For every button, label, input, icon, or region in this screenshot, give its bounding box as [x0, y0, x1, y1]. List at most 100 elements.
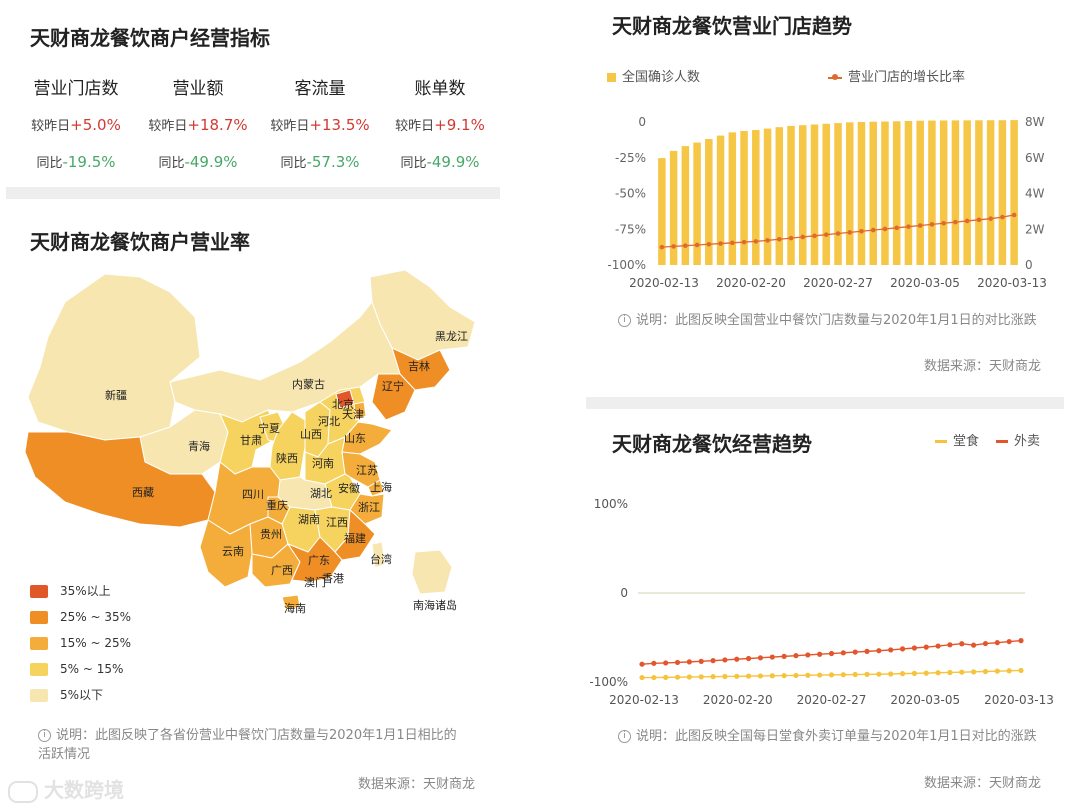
province-label: 宁夏: [258, 421, 280, 435]
metric-dod: 较昨日+9.1%: [395, 116, 485, 134]
legend-item: 15% ~ 25%: [30, 635, 131, 661]
point-takeaway: [911, 645, 918, 651]
bar-confirmed: [892, 121, 901, 265]
point-takeaway: [781, 653, 787, 659]
province-label: 辽宁: [382, 379, 404, 393]
province-label: 湖北: [310, 487, 332, 500]
province-label: 新疆: [105, 388, 127, 402]
point-dine-in: [947, 669, 953, 676]
bar-confirmed: [763, 128, 772, 265]
legend-swatch: [30, 585, 48, 598]
province-label: 重庆: [266, 498, 288, 512]
bar-confirmed: [787, 125, 795, 266]
x-tick-label: 2020-02-13: [609, 693, 679, 707]
point-takeaway: [686, 659, 692, 665]
x-tick-label: 2020-03-05: [890, 276, 960, 290]
y-tick-label: 0: [620, 586, 628, 600]
point-dine-in: [757, 673, 764, 679]
province-label: 湖南: [298, 513, 320, 526]
point-takeaway: [935, 643, 941, 649]
bar-confirmed: [986, 120, 995, 265]
region-nanhai: [411, 549, 453, 595]
point-takeaway: [663, 660, 669, 666]
point-store-growth: [1011, 212, 1017, 218]
point-dine-in: [639, 674, 645, 681]
business-trend-note: i 说明：此图反映全国每日堂食外卖订单量与2020年1月1日对比的涨跌: [618, 727, 1038, 746]
legend-line-dot-icon: [828, 73, 842, 80]
bar-confirmed: [881, 121, 889, 265]
point-dine-in: [899, 671, 906, 677]
point-store-growth: [823, 232, 829, 237]
point-dine-in: [1006, 668, 1012, 674]
point-store-growth: [659, 244, 665, 250]
legend-item: 5% ~ 15%: [30, 661, 131, 687]
bar-confirmed: [1010, 120, 1018, 265]
province-label: 澳门: [304, 575, 326, 589]
province-label: 安徽: [338, 481, 360, 495]
point-store-growth: [882, 226, 888, 232]
y-right-tick-label: 8W: [1025, 115, 1045, 129]
point-dine-in: [840, 672, 846, 678]
province-label: 河南: [312, 457, 334, 470]
stores-trend-chart: 0 -25% -50% -75% -100% 8W 6W 4W 2W 0 2020-02-13 202…: [607, 115, 1047, 290]
x-tick-label: 2020-02-20: [716, 276, 786, 290]
province-label: 河北: [318, 415, 340, 428]
point-dine-in: [663, 674, 669, 680]
bar-confirmed: [951, 120, 960, 265]
province-label: 山东: [344, 432, 366, 445]
point-store-growth: [753, 239, 759, 244]
x-tick-label: 2020-02-27: [803, 276, 873, 290]
point-dine-in: [1018, 667, 1024, 674]
bar-confirmed: [963, 120, 971, 265]
province-label: 上海: [370, 480, 392, 494]
y-right-tick-label: 6W: [1025, 151, 1045, 165]
point-dine-in: [923, 670, 929, 676]
point-dine-in: [888, 671, 894, 677]
point-takeaway: [745, 655, 752, 662]
province-label: 广东: [308, 554, 330, 567]
point-takeaway: [852, 649, 858, 655]
province-label: 福建: [344, 531, 366, 545]
legend-item: 35%以上: [30, 583, 131, 609]
point-store-growth: [1000, 214, 1005, 220]
province-label: 香港: [322, 572, 344, 585]
point-dine-in: [971, 669, 977, 675]
province-label: 四川: [242, 488, 264, 501]
point-takeaway: [888, 647, 894, 653]
metric-label: 客流量: [294, 79, 346, 99]
bar-confirmed: [928, 120, 936, 265]
region-shanghai: [367, 479, 385, 497]
point-store-growth: [730, 240, 735, 246]
point-takeaway: [805, 652, 811, 658]
point-store-growth: [929, 222, 935, 227]
bar-confirmed: [705, 138, 713, 265]
bar-confirmed: [998, 120, 1007, 266]
point-store-growth: [800, 234, 806, 240]
point-store-growth: [683, 243, 688, 248]
bar-confirmed: [728, 132, 737, 265]
point-takeaway: [899, 646, 906, 652]
metric-yoy: 同比-19.5%: [36, 153, 116, 171]
point-takeaway: [828, 650, 835, 657]
bar-confirmed: [975, 120, 983, 265]
bar-confirmed: [834, 123, 842, 265]
legend-confirmed: 全国确诊人数: [607, 66, 700, 85]
bar-confirmed: [845, 122, 854, 265]
point-dine-in: [982, 668, 989, 675]
map-legend: 35%以上 25% ~ 35% 15% ~ 25% 5% ~ 15% 5%以下: [30, 583, 131, 713]
stores-trend-source: 数据来源：天财商龙: [924, 359, 1042, 374]
region-xinjiang: [27, 273, 201, 441]
province-label: 广西: [271, 564, 293, 577]
watermark-logo: 大数跨境: [8, 774, 124, 803]
metric-label: 营业额: [172, 79, 224, 99]
point-takeaway: [710, 658, 716, 664]
point-dine-in: [793, 672, 799, 679]
info-icon: i: [38, 729, 51, 742]
point-store-growth: [988, 216, 993, 221]
province-label: 南海诸岛: [413, 598, 457, 612]
map-title: 天财商龙餐饮商户营业率: [30, 230, 250, 254]
legend-swatch: [30, 689, 48, 702]
point-dine-in: [959, 669, 965, 675]
